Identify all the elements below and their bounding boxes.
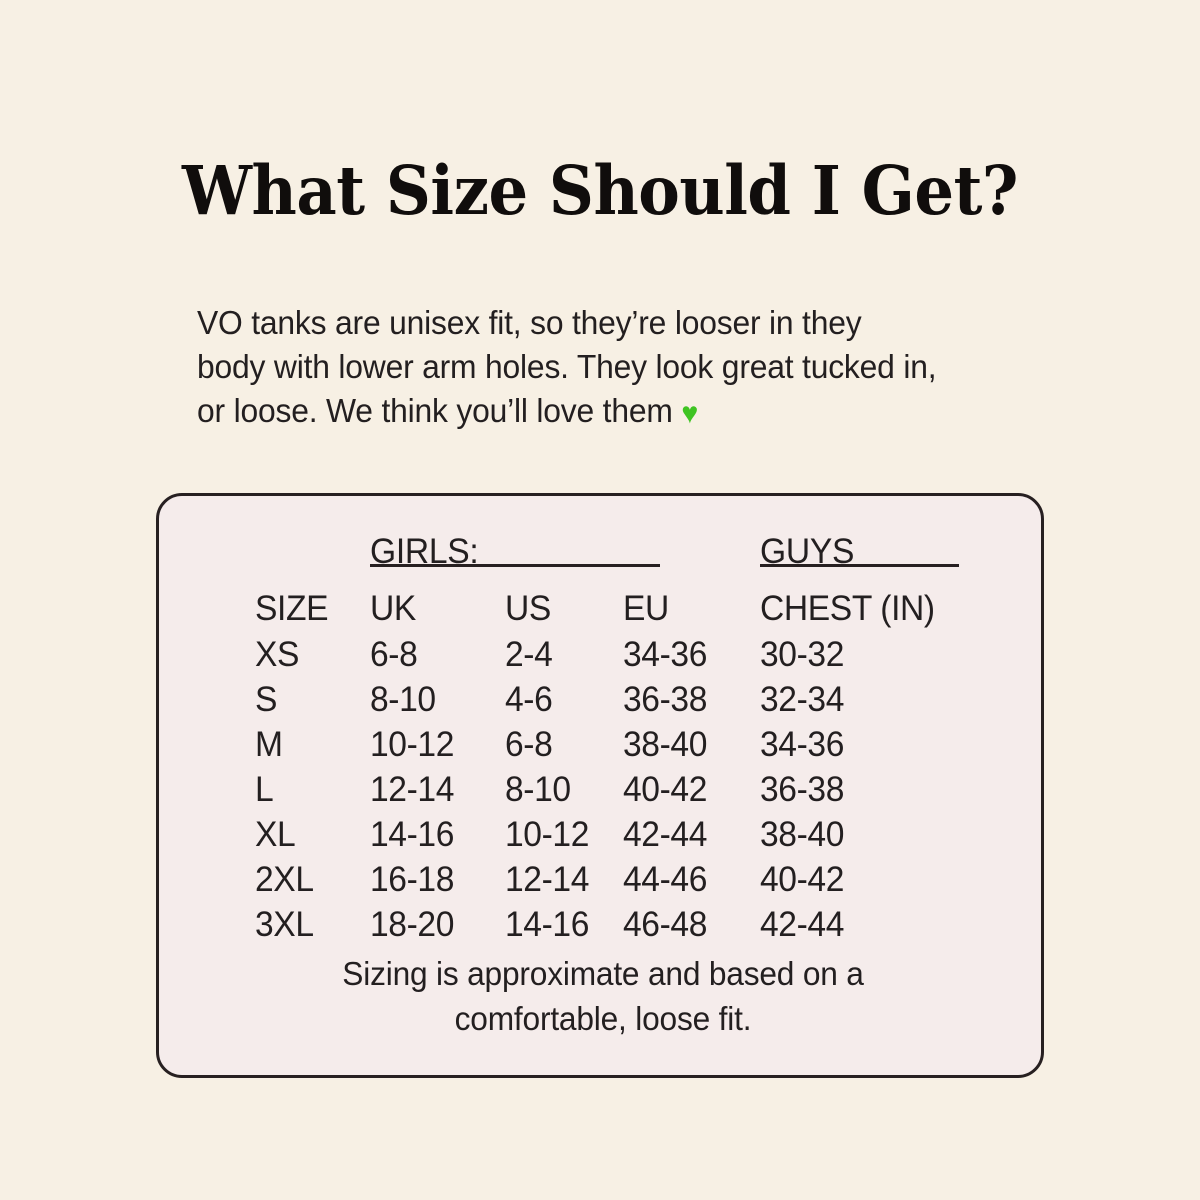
intro-line-1: VO tanks are unisex fit, so they’re loos… (197, 304, 862, 342)
table-row: 2XL (255, 860, 314, 899)
table-row: 14-16 (370, 815, 455, 854)
intro-paragraph: VO tanks are unisex fit, so they’re loos… (197, 302, 986, 436)
table-row: 36-38 (623, 680, 708, 719)
group-rule-girls (370, 564, 660, 567)
sizing-footnote: Sizing is approximate and based on a com… (219, 951, 987, 1041)
size-chart-table: GIRLS: GUYS SIZE UK US EU CHEST (IN) XS … (159, 496, 1047, 1081)
column-header-uk: UK (370, 589, 416, 628)
size-chart-card: GIRLS: GUYS SIZE UK US EU CHEST (IN) XS … (156, 493, 1044, 1078)
table-row: 32-34 (760, 680, 845, 719)
table-row: 46-48 (623, 905, 708, 944)
table-row: XS (255, 635, 300, 674)
table-row: 34-36 (760, 725, 845, 764)
table-row: 10-12 (505, 815, 590, 854)
table-row: 6-8 (505, 725, 553, 764)
table-row: 42-44 (623, 815, 708, 854)
column-header-us: US (505, 589, 551, 628)
sizing-footnote-line-1: Sizing is approximate and based on a (342, 955, 864, 992)
table-row: 12-14 (370, 770, 455, 809)
table-row: 4-6 (505, 680, 553, 719)
table-row: 34-36 (623, 635, 708, 674)
table-row: 38-40 (760, 815, 845, 854)
table-row: 12-14 (505, 860, 590, 899)
sizing-footnote-line-2: comfortable, loose fit. (454, 1000, 752, 1037)
table-row: 14-16 (505, 905, 590, 944)
table-row: 42-44 (760, 905, 845, 944)
group-rule-guys (760, 564, 959, 567)
table-row: 44-46 (623, 860, 708, 899)
column-header-size: SIZE (255, 589, 329, 628)
group-header-guys: GUYS (760, 532, 855, 571)
intro-line-3: or loose. We think you’ll love them (197, 392, 682, 430)
table-row: L (255, 770, 274, 809)
table-row: 16-18 (370, 860, 455, 899)
table-row: 8-10 (370, 680, 436, 719)
table-row: 2-4 (505, 635, 553, 674)
table-row: XL (255, 815, 296, 854)
table-row: 3XL (255, 905, 314, 944)
table-row: 8-10 (505, 770, 571, 809)
table-row: 36-38 (760, 770, 845, 809)
page-title: What Size Should I Get? (182, 150, 1018, 230)
green-heart-icon: ♥ (681, 396, 699, 430)
column-header-chest: CHEST (IN) (760, 589, 935, 628)
table-row: 40-42 (760, 860, 845, 899)
table-row: 18-20 (370, 905, 455, 944)
table-row: 6-8 (370, 635, 418, 674)
column-header-eu: EU (623, 589, 669, 628)
table-row: 40-42 (623, 770, 708, 809)
table-row: S (255, 680, 278, 719)
table-row: 10-12 (370, 725, 455, 764)
table-row: 30-32 (760, 635, 845, 674)
table-row: 38-40 (623, 725, 708, 764)
group-header-girls: GIRLS: (370, 532, 479, 571)
table-row: M (255, 725, 283, 764)
intro-line-2: body with lower arm holes. They look gre… (197, 348, 937, 386)
